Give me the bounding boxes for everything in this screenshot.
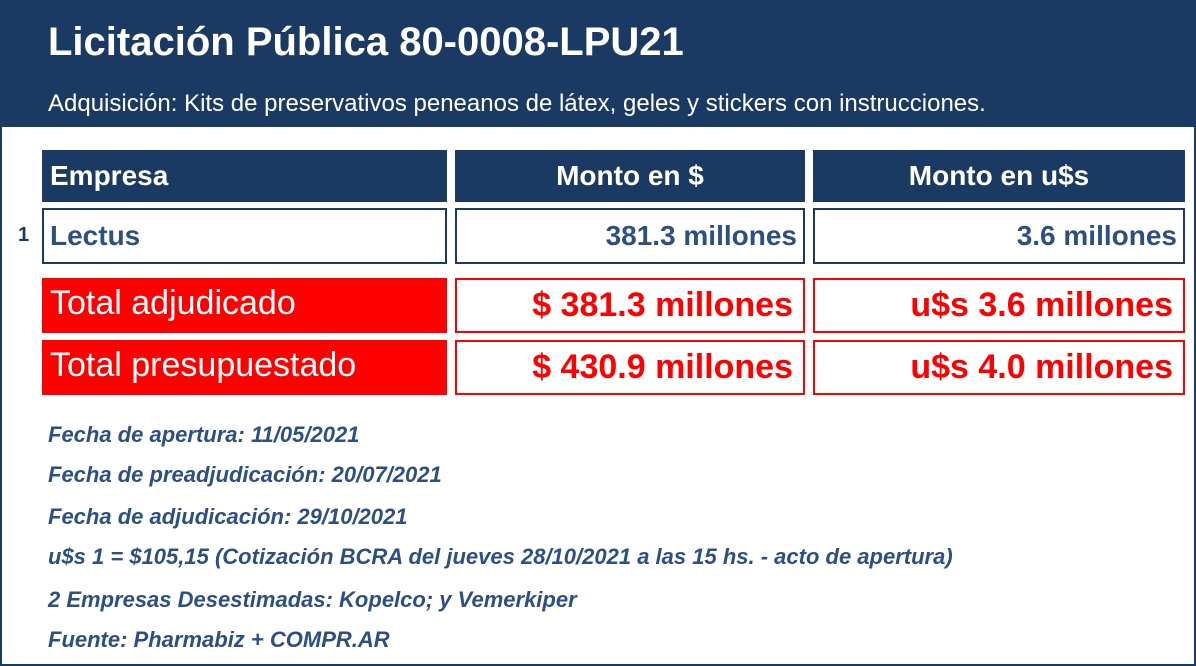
header: Licitación Pública 80-0008-LPU21 Adquisi… <box>2 2 1194 130</box>
column-header: Monto en $ <box>455 150 805 202</box>
total-label: Total adjudicado <box>42 278 447 333</box>
column-header: Monto en u$s <box>813 150 1185 202</box>
note: Fecha de adjudicación: 29/10/2021 <box>48 504 408 529</box>
note: Fecha de preadjudicación: 20/07/2021 <box>48 462 442 487</box>
subtitle: Adquisición: Kits de preservativos penea… <box>48 90 986 117</box>
note: u$s 1 = $105,15 (Cotización BCRA del jue… <box>48 544 953 569</box>
column-header: Empresa <box>42 150 447 202</box>
cell: Lectus <box>42 208 447 264</box>
note: 2 Empresas Desestimadas: Kopelco; y Veme… <box>48 587 577 612</box>
total-value: u$s 3.6 millones <box>813 278 1185 333</box>
title: Licitación Pública 80-0008-LPU21 <box>48 20 684 64</box>
row-index: 1 <box>18 224 30 246</box>
note: Fuente: Pharmabiz + COMPR.AR <box>48 627 390 652</box>
cell: 3.6 millones <box>813 208 1185 264</box>
total-value: $ 381.3 millones <box>455 278 805 333</box>
total-value: $ 430.9 millones <box>455 340 805 395</box>
total-label: Total presupuestado <box>42 340 447 395</box>
note: Fecha de apertura: 11/05/2021 <box>48 422 360 447</box>
total-value: u$s 4.0 millones <box>813 340 1185 395</box>
cell: 381.3 millones <box>455 208 805 264</box>
